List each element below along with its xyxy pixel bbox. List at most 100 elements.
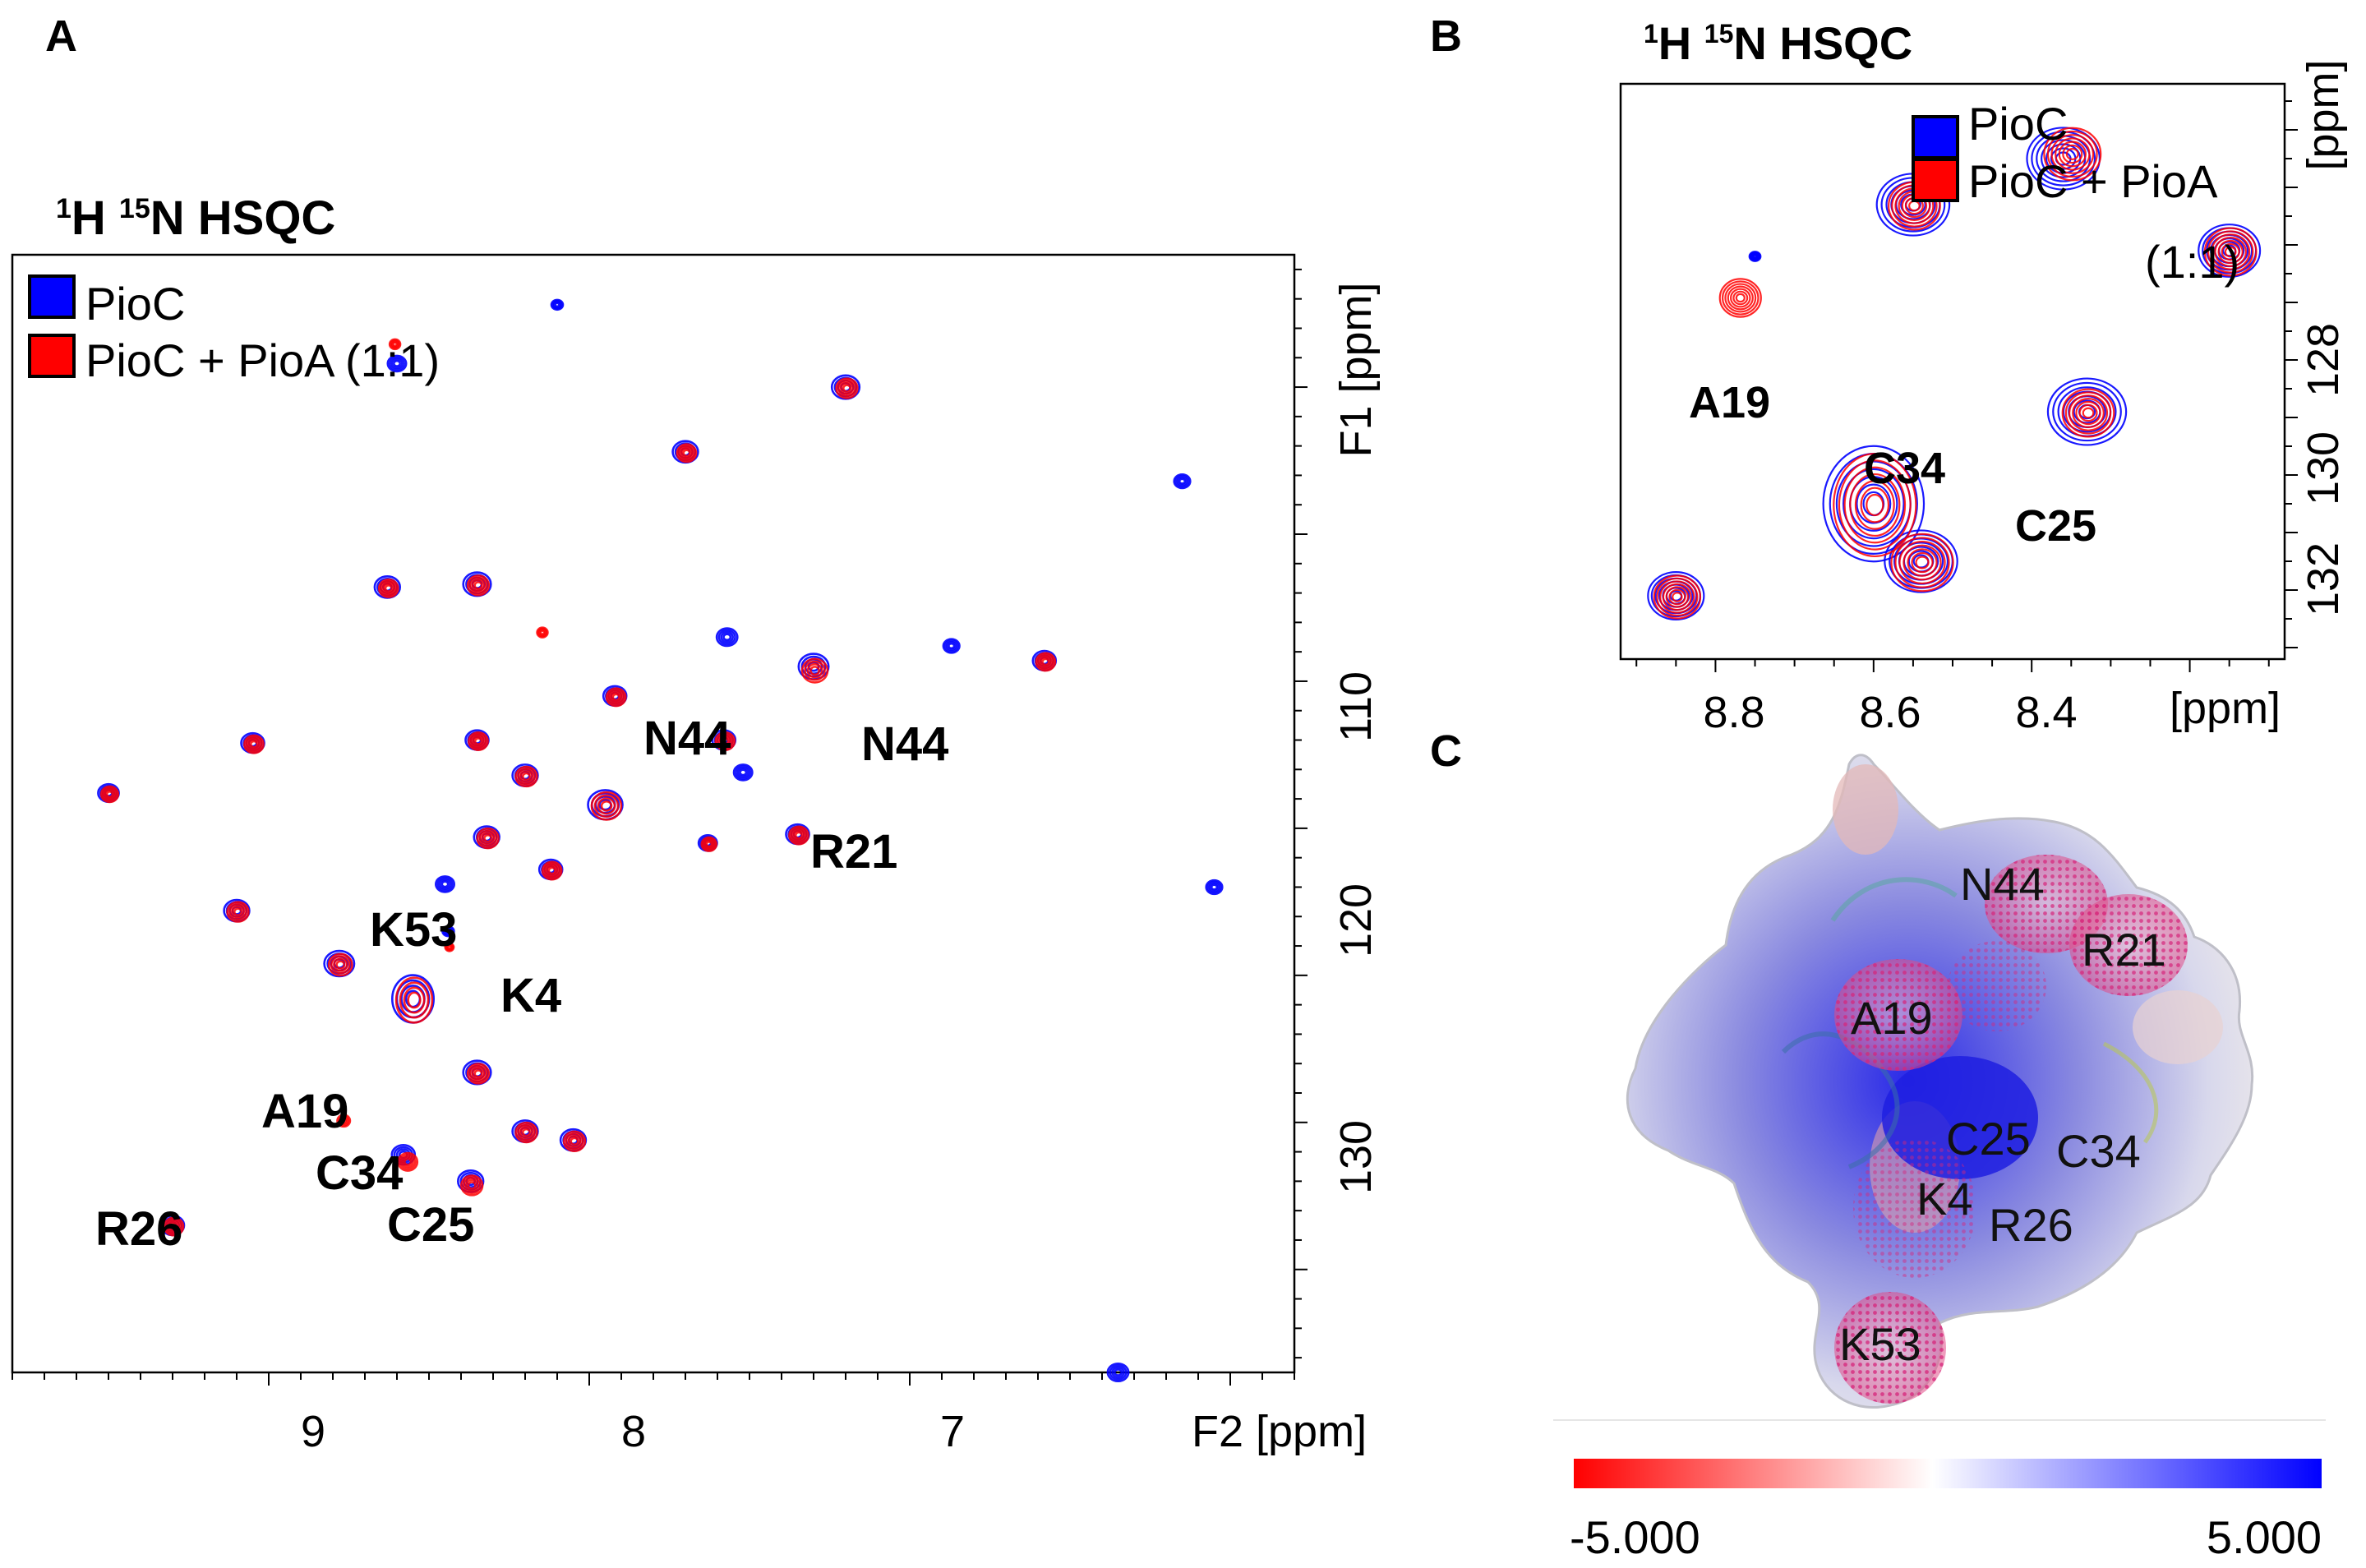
panel-a-peak-complex-28: [388, 338, 402, 351]
panel-a-peak-pioc-20: [434, 875, 455, 893]
panel-a-peak-complex-5: [800, 657, 829, 684]
legend-b-label-pioc: PioC: [1968, 98, 2068, 150]
label-c-c34: C34: [2056, 1125, 2141, 1177]
b-x-tick-8-4: 8.4: [2015, 688, 2077, 737]
y-tick-120: 120: [1331, 883, 1381, 957]
panel-a-peak-complex-20: [466, 1063, 491, 1085]
label-b-c34: C34: [1864, 444, 1945, 493]
panel-a-peak-complex-10: [514, 765, 538, 788]
panel-a-peak-complex-19: [394, 976, 434, 1024]
panel-c-letter: C: [1430, 726, 1462, 776]
panel-b-peak-pioc-7: [1748, 251, 1762, 262]
panel-a-peak-pioc-30: [1205, 879, 1224, 896]
panel-b-peak-complex-1: [1833, 452, 1917, 558]
panel-a-peak-complex-13: [476, 827, 500, 850]
panel-a-peak-complex-7: [243, 734, 265, 754]
label-b-a19: A19: [1689, 378, 1770, 427]
panel-a-title: 1H 15N HSQC: [56, 191, 335, 245]
panel-a-peak-complex-0: [835, 377, 859, 399]
panel-a-peak-pioc-13: [732, 763, 754, 782]
b-y-tick-132: 132: [2299, 542, 2348, 616]
label-c-k53: K53: [1839, 1318, 1921, 1370]
panel-a-peak-complex-21: [514, 1121, 538, 1144]
ribbon-trace-2: [1830, 877, 1958, 922]
label-b-c25: C25: [2015, 501, 2096, 551]
panel-a-frame: [11, 253, 1296, 1374]
panel-a-legend: PioC PioC + PioA (1:1): [28, 274, 440, 386]
dots-k53: [1834, 1292, 1946, 1404]
label-c-a19: A19: [1851, 992, 1933, 1044]
panel-a-peak-pioc-33: [386, 354, 408, 373]
y-tick-130: 130: [1331, 1120, 1381, 1194]
panel-a-peak-complex-23: [397, 1151, 419, 1172]
b-y-tick-130: 130: [2299, 431, 2348, 505]
panel-a-hsqc-plot: [11, 253, 1308, 1386]
panel-a-peak-complex-17: [226, 901, 250, 923]
dots-r21: [2069, 894, 2188, 996]
x-tick-8: 8: [621, 1407, 646, 1456]
label-c-k4: K4: [1916, 1173, 1973, 1224]
panel-b-legend: PioC PioC + PioA (1:1): [1912, 98, 2239, 288]
label-a-r26: R26: [95, 1202, 182, 1256]
b-y-tick-128: 128: [2299, 323, 2348, 397]
panel-a-peak-pioc-32: [550, 298, 565, 311]
b-x-tick-8-8: 8.8: [1703, 688, 1764, 737]
panel-a-peak-complex-24: [460, 1174, 484, 1197]
panel-b-peak-complex-4: [2203, 227, 2258, 277]
panel-a-xlabel: F2 [ppm]: [1192, 1407, 1367, 1456]
panel-a-peak-complex-18: [327, 952, 353, 977]
panel-a-peak-pioc-35: [441, 925, 455, 938]
label-a-c25: C25: [387, 1198, 474, 1252]
panel-a-peak-complex-2: [377, 578, 399, 598]
panel-a-peak-complex-9: [714, 731, 736, 752]
colorbar-max-label: 5.000: [2207, 1511, 2322, 1563]
panel-a-peak-complex-16: [541, 860, 563, 881]
electrostatic-colorbar: [1574, 1459, 2322, 1488]
legend-b-label-complex: PioC + PioA: [1968, 155, 2218, 207]
label-c-r26: R26: [1989, 1199, 2073, 1251]
x-tick-7: 7: [940, 1407, 965, 1456]
label-a-k53: K53: [370, 903, 457, 957]
panel-a-peak-complex-11: [99, 785, 120, 804]
label-a-k4: K4: [500, 969, 561, 1022]
label-a-n44-1: N44: [643, 712, 731, 765]
panel-a-peak-complex-1: [676, 443, 698, 463]
panel-a-peak-complex-6: [1035, 652, 1057, 672]
label-a-a19: A19: [261, 1085, 348, 1138]
panel-b-ylabel: [ppm]: [2299, 59, 2348, 170]
panel-a-peak-pioc-34: [1106, 1362, 1130, 1383]
panel-a-peak-complex-15: [700, 836, 718, 852]
legend-swatch-complex: [28, 334, 76, 378]
panel-a-peak-pioc-31: [1173, 473, 1192, 490]
panel-a-peak-complex-25: [163, 1216, 185, 1237]
x-tick-9: 9: [301, 1407, 325, 1456]
panel-b-xlabel: [ppm]: [2170, 684, 2281, 733]
dots-middle: [1948, 941, 2046, 1031]
b-x-tick-8-6: 8.6: [1859, 688, 1921, 737]
y-tick-110: 110: [1331, 671, 1381, 742]
panel-a-peak-pioc-5: [942, 638, 961, 654]
ribbon-trace-3: [2102, 1041, 2159, 1144]
legend-swatch-pioc: [28, 274, 76, 319]
panel-a-peak-complex-8: [468, 731, 489, 752]
surface-tint-right: [2133, 990, 2223, 1064]
surface-red-tint-top: [1833, 764, 1898, 855]
legend-b-label-ratio: (1:1): [2145, 236, 2239, 288]
panel-a-peak-complex-4: [605, 687, 627, 708]
panel-b-peak-complex-3: [2061, 388, 2115, 438]
label-a-c34: C34: [316, 1146, 403, 1200]
panel-a-letter: A: [45, 12, 77, 61]
panel-c-surface-structure: N44 R21 A19 C25 C34 K4 R26 K53: [1626, 754, 2254, 1409]
legend-label-complex: PioC + PioA (1:1): [85, 334, 440, 386]
colorbar-min-label: -5.000: [1570, 1511, 1700, 1563]
panel-a-peak-complex-14: [788, 825, 809, 846]
panel-a-ylabel: F1 [ppm]: [1331, 282, 1381, 457]
panel-a-peak-complex-22: [562, 1130, 587, 1152]
label-a-r21: R21: [810, 825, 897, 879]
panel-b-peak-complex-2: [1890, 533, 1954, 593]
panel-b-peak-complex-6: [2043, 127, 2102, 182]
panel-a-peak-complex-26: [336, 1114, 352, 1128]
panel-a-peak-complex-3: [466, 574, 491, 597]
label-c-n44: N44: [1960, 858, 2045, 910]
label-c-r21: R21: [2082, 924, 2166, 975]
